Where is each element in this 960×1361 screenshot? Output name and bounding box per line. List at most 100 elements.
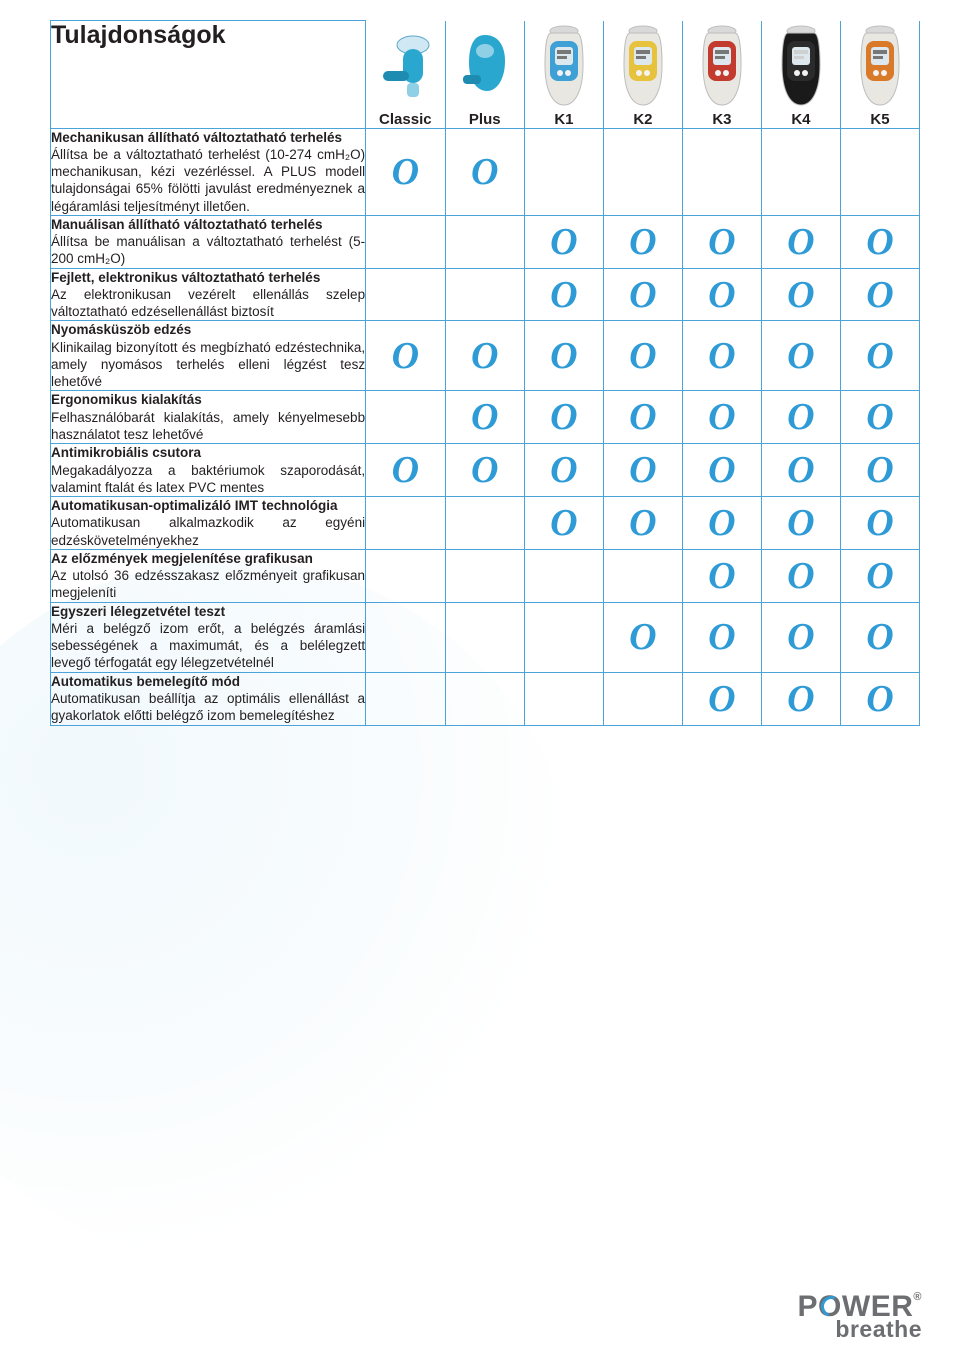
feature-check: O: [761, 672, 840, 725]
feature-check: O: [761, 321, 840, 391]
feature-row: Mechanikusan állítható változtatható ter…: [51, 128, 920, 215]
feature-check: [366, 497, 445, 550]
feature-desc: Klinikailag bizonyított és megbízható ed…: [51, 340, 365, 390]
feature-row: Nyomásküszöb edzésKlinikailag bizonyítot…: [51, 321, 920, 391]
feature-check: [840, 128, 919, 215]
check-icon: O: [787, 274, 814, 316]
feature-check: O: [524, 321, 603, 391]
feature-row: Fejlett, elektronikus változtatható terh…: [51, 268, 920, 321]
feature-check: O: [840, 549, 919, 602]
check-icon: O: [708, 335, 735, 377]
feature-row: Automatikus bemelegítő mód Automatikusan …: [51, 672, 920, 725]
check-icon: O: [866, 396, 893, 438]
feature-check: O: [366, 444, 445, 497]
feature-check: O: [761, 391, 840, 444]
feature-desc: Az elektronikusan vezérelt ellenállás sz…: [51, 287, 365, 319]
feature-desc: Állítsa be manuálisan a változtatható te…: [51, 234, 365, 266]
feature-check: O: [682, 602, 761, 672]
feature-row: Antimikrobiális csutoraMegakadályozza a …: [51, 444, 920, 497]
check-icon: O: [392, 335, 419, 377]
check-icon: O: [392, 151, 419, 193]
feature-check: O: [682, 672, 761, 725]
feature-title: Automatikus bemelegítő mód: [51, 674, 240, 689]
feature-row: Az előzmények megjelenítése grafikusan Az…: [51, 549, 920, 602]
feature-check: [445, 215, 524, 268]
feature-check: [524, 672, 603, 725]
check-icon: O: [550, 396, 577, 438]
feature-cell: Nyomásküszöb edzésKlinikailag bizonyítot…: [51, 321, 366, 391]
feature-check: [366, 549, 445, 602]
check-icon: O: [550, 221, 577, 263]
feature-cell: Ergonomikus kialakításFelhasználóbarát k…: [51, 391, 366, 444]
feature-check: O: [840, 321, 919, 391]
feature-title: Az előzmények megjelenítése grafikusan: [51, 551, 313, 566]
check-icon: O: [787, 221, 814, 263]
feature-check: O: [603, 215, 682, 268]
product-label-k1: K1: [524, 111, 603, 129]
header-image-row: Tulajdonságok: [51, 21, 920, 111]
feature-desc: Automatikusan beállítja az optimális ell…: [51, 691, 365, 723]
feature-cell: Egyszeri lélegzetvétel tesztMéri a belég…: [51, 602, 366, 672]
check-icon: O: [629, 502, 656, 544]
check-icon: O: [471, 151, 498, 193]
feature-check: O: [524, 444, 603, 497]
feature-check: [366, 391, 445, 444]
feature-check: O: [603, 391, 682, 444]
feature-check: [366, 672, 445, 725]
feature-cell: Automatikus bemelegítő mód Automatikusan …: [51, 672, 366, 725]
feature-check: O: [524, 268, 603, 321]
feature-check: [445, 549, 524, 602]
check-icon: O: [787, 396, 814, 438]
check-icon: O: [708, 274, 735, 316]
product-image-classic: [366, 21, 445, 111]
feature-check: O: [682, 215, 761, 268]
feature-row: Egyszeri lélegzetvétel tesztMéri a belég…: [51, 602, 920, 672]
check-icon: O: [629, 335, 656, 377]
feature-check: O: [603, 602, 682, 672]
product-label-k4: K4: [761, 111, 840, 129]
page-title: Tulajdonságok: [51, 21, 365, 50]
check-icon: O: [550, 335, 577, 377]
product-label-k3: K3: [682, 111, 761, 129]
product-label-k2: K2: [603, 111, 682, 129]
feature-check: O: [682, 321, 761, 391]
feature-check: O: [840, 602, 919, 672]
feature-check: O: [603, 497, 682, 550]
check-icon: O: [787, 678, 814, 720]
feature-check: O: [445, 321, 524, 391]
feature-check: O: [682, 497, 761, 550]
page: Tulajdonságok ClassicPlusK1K2K3K4K5 Mech…: [0, 0, 960, 1361]
check-icon: O: [866, 274, 893, 316]
product-image-k5: [840, 21, 919, 111]
feature-cell: Antimikrobiális csutoraMegakadályozza a …: [51, 444, 366, 497]
check-icon: O: [787, 335, 814, 377]
feature-check: O: [524, 497, 603, 550]
check-icon: O: [866, 678, 893, 720]
feature-desc: Automatikusan alkalmazkodik az egyéni ed…: [51, 515, 365, 547]
feature-check: O: [840, 268, 919, 321]
feature-row: Ergonomikus kialakításFelhasználóbarát k…: [51, 391, 920, 444]
check-icon: O: [866, 502, 893, 544]
check-icon: O: [787, 616, 814, 658]
check-icon: O: [708, 616, 735, 658]
product-label-plus: Plus: [445, 111, 524, 129]
check-icon: O: [708, 221, 735, 263]
check-icon: O: [550, 449, 577, 491]
feature-check: O: [761, 268, 840, 321]
feature-check: [366, 215, 445, 268]
feature-check: O: [840, 391, 919, 444]
check-icon: O: [550, 274, 577, 316]
feature-check: O: [366, 128, 445, 215]
feature-desc: Az utolsó 36 edzésszakasz előzményeit gr…: [51, 568, 365, 600]
feature-check: O: [603, 321, 682, 391]
check-icon: O: [787, 555, 814, 597]
check-icon: O: [708, 678, 735, 720]
check-icon: O: [629, 449, 656, 491]
feature-check: O: [761, 215, 840, 268]
feature-check: O: [840, 444, 919, 497]
check-icon: O: [866, 335, 893, 377]
product-image-plus: [445, 21, 524, 111]
feature-check: O: [445, 128, 524, 215]
feature-cell: Automatikusan-optimalizáló IMT technológ…: [51, 497, 366, 550]
feature-check: O: [524, 215, 603, 268]
